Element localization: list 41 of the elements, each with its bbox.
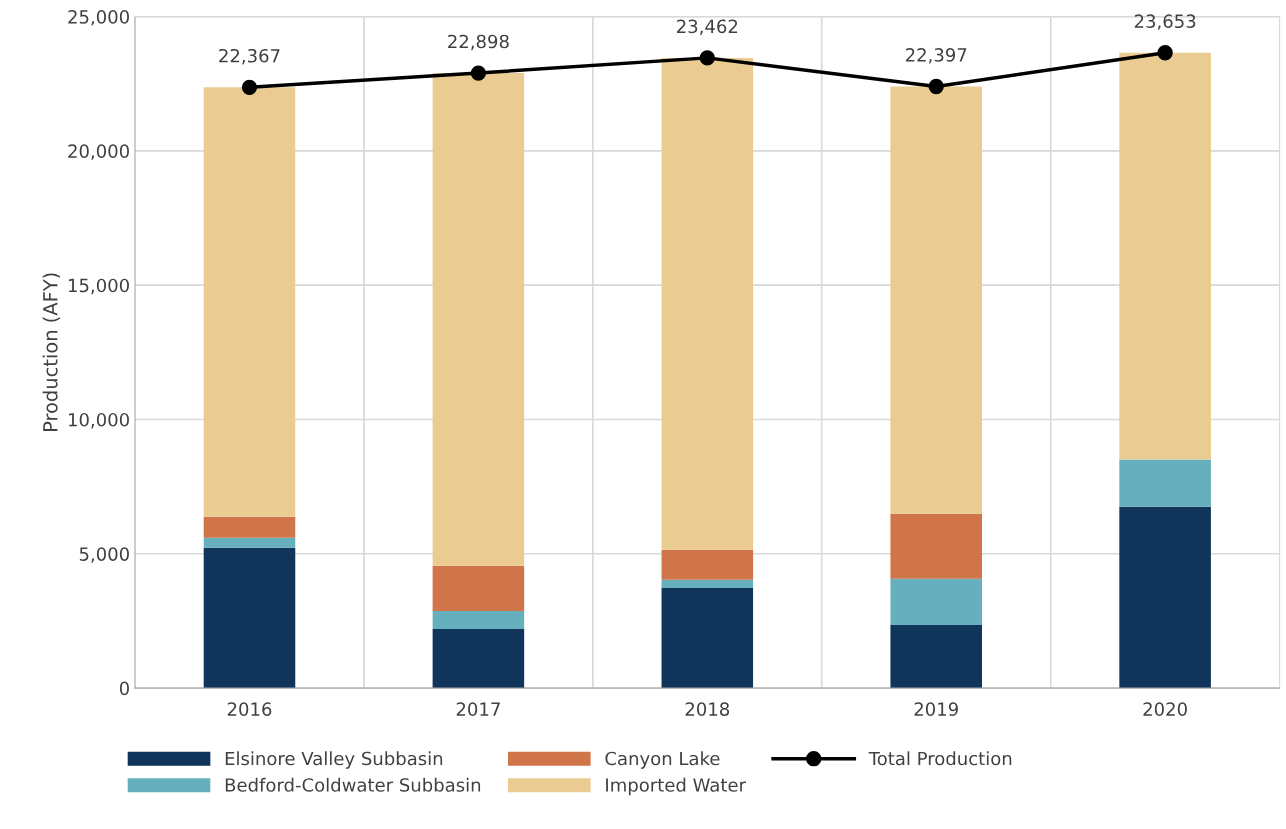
bar — [432, 610, 525, 629]
legend-label: Elsinore Valley Subbasin — [225, 751, 443, 769]
legend-label: Canyon Lake — [605, 751, 720, 769]
y-tick-label: 10,000 — [68, 412, 129, 429]
y-tick-label: 0 — [119, 681, 129, 696]
bar — [432, 565, 525, 611]
bar — [1119, 52, 1211, 460]
legend-label: Imported Water — [606, 777, 746, 796]
data-label: 22,898 — [448, 34, 509, 51]
data-label: 23,653 — [1134, 14, 1196, 30]
x-tick-label: 2018 — [685, 702, 730, 716]
bar — [432, 628, 525, 689]
bar — [661, 57, 754, 550]
bar — [432, 73, 525, 566]
bar — [661, 579, 754, 588]
bar — [890, 624, 982, 689]
bar — [661, 587, 754, 689]
x-tick-label: 2020 — [1143, 702, 1187, 716]
legend-label: Bedford-Coldwater Subbasin — [225, 777, 481, 792]
data-label: 23,462 — [677, 19, 738, 35]
bar — [203, 87, 296, 517]
bar — [890, 86, 982, 514]
legend-label: Total Production — [868, 751, 1012, 766]
y-tick-label: 5,000 — [79, 547, 129, 563]
x-tick-label: 2019 — [914, 702, 958, 716]
y-axis-title: Production (AFY) — [42, 273, 60, 431]
data-label: 22,397 — [905, 48, 967, 64]
bar — [1119, 506, 1211, 689]
y-tick-label: 25,000 — [68, 10, 129, 26]
bar — [203, 516, 296, 538]
data-label: 22,367 — [219, 48, 280, 65]
bar — [203, 537, 296, 548]
x-tick-label: 2017 — [456, 702, 500, 716]
bar — [890, 578, 982, 625]
y-tick-label: 20,000 — [68, 144, 129, 160]
x-tick-label: 2016 — [227, 702, 272, 716]
bar — [661, 549, 754, 580]
bar — [890, 513, 982, 579]
bar — [1119, 459, 1211, 507]
bar — [203, 547, 296, 689]
y-tick-label: 15,000 — [68, 278, 129, 295]
